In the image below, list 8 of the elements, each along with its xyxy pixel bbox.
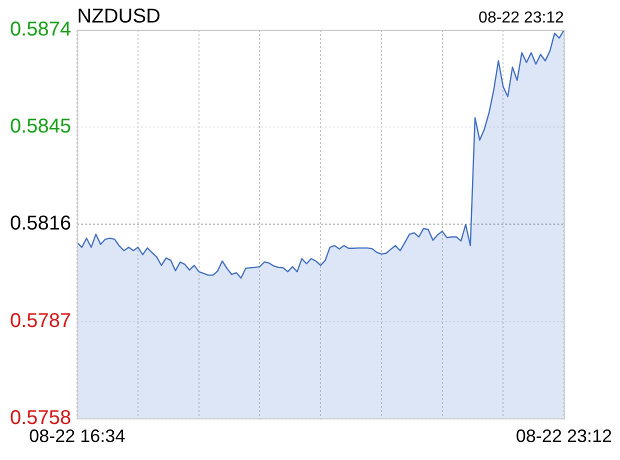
x-tick-label: 08-22 16:34 (29, 426, 126, 446)
chart-title: NZDUSD (77, 6, 161, 28)
y-tick-label: 0.5787 (10, 310, 72, 332)
y-tick-label: 0.5845 (10, 116, 72, 138)
y-tick-label: 0.5874 (10, 18, 72, 41)
text: 08-22 23:12 (478, 9, 564, 26)
y-tick-label: 0.5758 (10, 406, 72, 429)
y-tick-label: 0.5816 (10, 212, 72, 235)
